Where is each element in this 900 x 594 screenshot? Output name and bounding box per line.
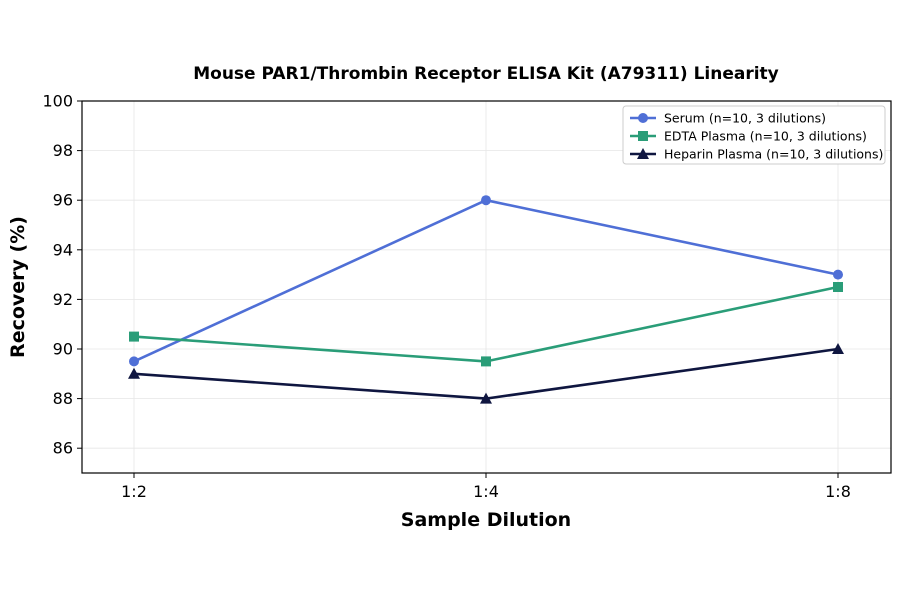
x-tick-label: 1:2: [121, 482, 147, 501]
x-tick-label: 1:8: [825, 482, 851, 501]
series-0: [129, 195, 843, 367]
legend-marker: [637, 148, 649, 159]
series-layer: [128, 195, 844, 404]
series-1: [129, 282, 843, 367]
data-point: [128, 367, 140, 379]
y-tick-label: 96: [53, 191, 73, 210]
x-axis-label: Sample Dilution: [401, 509, 571, 531]
data-point: [833, 269, 843, 280]
y-tick-label: 100: [42, 92, 73, 111]
x-tick-label: 1:4: [473, 482, 499, 501]
legend-label: EDTA Plasma (n=10, 3 dilutions): [664, 129, 867, 144]
legend-label: Heparin Plasma (n=10, 3 dilutions): [664, 147, 883, 162]
y-tick-label: 92: [53, 290, 73, 309]
data-point: [480, 392, 492, 404]
y-tick-label: 88: [53, 389, 73, 408]
data-point: [129, 356, 139, 367]
data-point: [481, 356, 491, 367]
legend-box: [622, 105, 886, 165]
legend-marker: [638, 131, 648, 141]
legend: Serum (n=10, 3 dilutions) EDTA Plasma (n=…: [622, 105, 886, 165]
y-tick-label: 98: [53, 141, 73, 160]
legend-marker: [638, 113, 648, 123]
legend-entry: Heparin Plasma (n=10, 3 dilutions): [630, 147, 883, 162]
data-point: [833, 282, 843, 292]
y-tick-label: 86: [53, 439, 73, 458]
legend-label: Serum (n=10, 3 dilutions): [664, 111, 826, 126]
legend-entry: Serum (n=10, 3 dilutions): [630, 111, 826, 126]
y-axis-label: Recovery (%): [7, 216, 29, 358]
y-tick-label: 90: [53, 340, 73, 359]
y-tick-label: 94: [53, 240, 73, 259]
legend-entry: EDTA Plasma (n=10, 3 dilutions): [630, 129, 867, 144]
series-2: [128, 343, 844, 404]
chart-title: Mouse PAR1/Thrombin Receptor ELISA Kit (…: [193, 64, 779, 84]
axis-ticks: 86 88 90 92 94 96 98 100 1:2 1:4 1:8: [42, 92, 850, 502]
data-point: [832, 343, 844, 354]
data-point: [129, 331, 139, 342]
data-point: [481, 195, 491, 206]
